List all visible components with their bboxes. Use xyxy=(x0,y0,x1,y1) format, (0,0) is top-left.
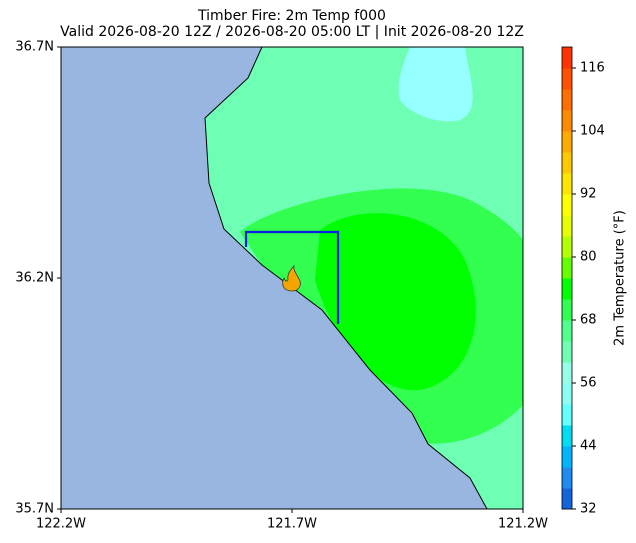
chart-title: Timber Fire: 2m Temp f000 xyxy=(197,8,386,24)
chart-subtitle: Valid 2026-08-20 12Z / 2026-08-20 05:00 … xyxy=(60,24,524,40)
x-tick-label: 121.2W xyxy=(498,517,548,532)
colorbar-label: 2m Temperature (°F) xyxy=(613,210,628,346)
colorbar-segment xyxy=(562,257,572,279)
x-tick-label: 121.7W xyxy=(267,517,317,532)
colorbar-segment xyxy=(562,341,572,363)
colorbar-tick-label: 32 xyxy=(580,502,597,517)
colorbar-segment xyxy=(562,299,572,321)
field-52-56 xyxy=(398,47,473,122)
colorbar-segment xyxy=(562,215,572,237)
colorbar-segment xyxy=(562,278,572,300)
colorbar-segment xyxy=(562,194,572,216)
colorbar-segment xyxy=(562,467,572,489)
domain-box xyxy=(244,230,340,324)
colorbar-tick-label: 104 xyxy=(580,124,605,139)
colorbar-segment xyxy=(562,320,572,342)
colorbar-tick-label: 92 xyxy=(580,187,597,202)
colorbar-segment xyxy=(562,47,572,69)
colorbar-tick-label: 80 xyxy=(580,250,597,265)
colorbar-segment xyxy=(562,89,572,111)
y-tick-label: 36.7N xyxy=(15,40,54,55)
x-tick-label: 122.2W xyxy=(36,517,86,532)
colorbar-segment xyxy=(562,110,572,132)
colorbar-segment xyxy=(562,446,572,468)
colorbar-segment xyxy=(562,131,572,153)
field-68-72 xyxy=(315,213,476,391)
colorbar-segment xyxy=(562,404,572,426)
colorbar-tick-label: 116 xyxy=(580,61,605,76)
colorbar-segment xyxy=(562,383,572,405)
y-tick-label: 36.2N xyxy=(15,271,54,286)
colorbar-tick-label: 56 xyxy=(580,376,597,391)
temperature-field xyxy=(205,47,523,509)
colorbar-segment xyxy=(562,68,572,90)
colorbar-frame xyxy=(561,46,573,510)
colorbar-segment xyxy=(562,152,572,174)
colorbar-segment xyxy=(562,425,572,447)
colorbar-tick-label: 68 xyxy=(580,313,597,328)
colorbar-segment xyxy=(562,173,572,195)
fire-icon xyxy=(282,264,301,292)
colorbar-segment xyxy=(562,236,572,258)
colorbar-segment xyxy=(562,362,572,384)
colorbar-segment xyxy=(562,488,572,510)
colorbar-tick-label: 44 xyxy=(580,439,597,454)
y-tick-label: 35.7N xyxy=(15,502,54,517)
